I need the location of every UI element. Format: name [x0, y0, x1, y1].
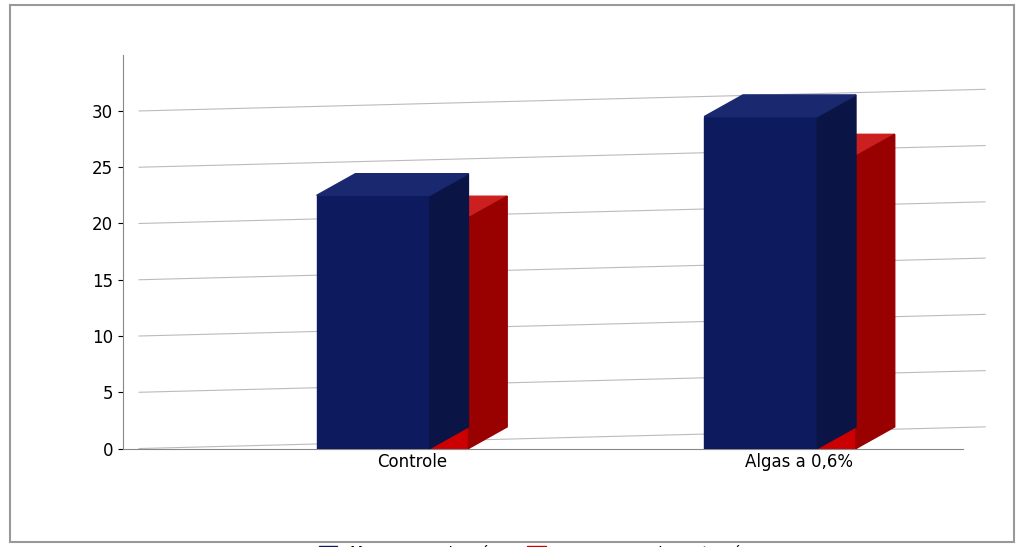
Polygon shape	[430, 174, 468, 449]
Polygon shape	[468, 196, 507, 449]
Bar	[355, 218, 468, 449]
Bar	[316, 195, 430, 449]
Polygon shape	[355, 196, 507, 218]
Polygon shape	[856, 135, 895, 449]
Polygon shape	[316, 174, 468, 195]
Bar	[705, 117, 817, 449]
Bar	[743, 156, 856, 449]
Polygon shape	[705, 95, 856, 117]
Polygon shape	[743, 135, 895, 156]
Polygon shape	[817, 95, 856, 449]
Legend: Massa seca de raízes, massa seca de parte aérea: Massa seca de raízes, massa seca de part…	[313, 539, 772, 547]
